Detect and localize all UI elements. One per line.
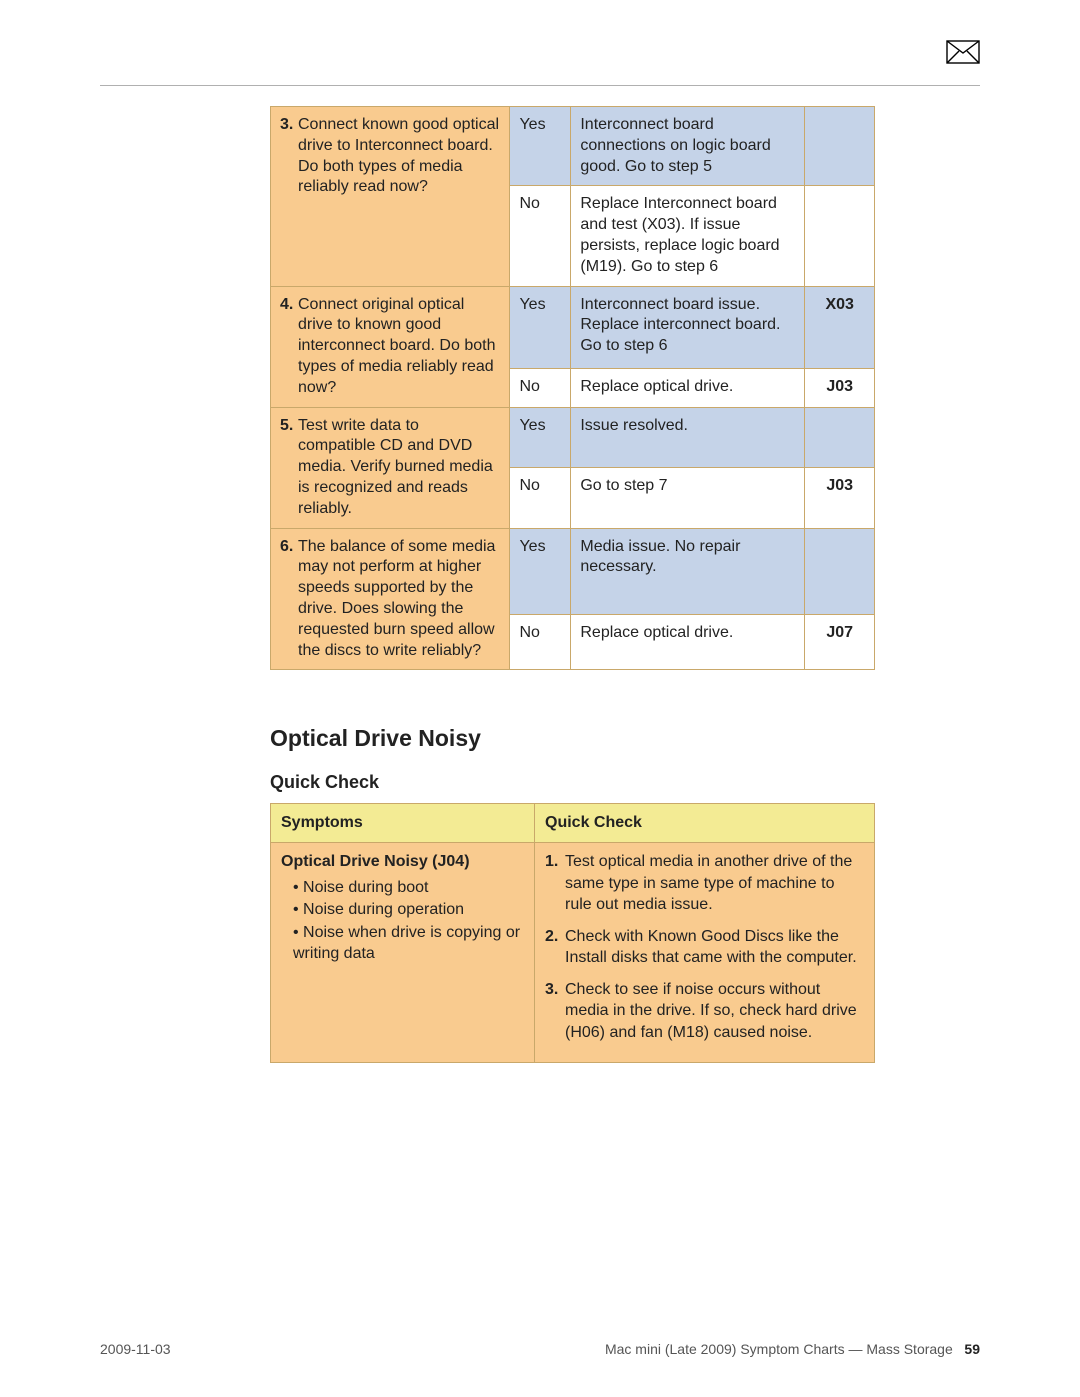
footer-page-number: 59 [964, 1341, 980, 1357]
section-subheading: Quick Check [270, 772, 980, 793]
symptoms-title: Optical Drive Noisy (J04) [281, 853, 470, 870]
list-item: 1. Test optical media in another drive o… [545, 851, 864, 916]
quickcheck-list: 1. Test optical media in another drive o… [545, 851, 864, 1044]
page-footer: 2009-11-03 Mac mini (Late 2009) Symptom … [100, 1341, 980, 1357]
code-cell: J03 [805, 368, 875, 407]
list-item: 2. Check with Known Good Discs like the … [545, 926, 864, 969]
item-number: 1. [545, 851, 558, 873]
result-cell: Yes [510, 286, 571, 368]
item-text: Test optical media in another drive of t… [565, 853, 852, 913]
action-cell: Issue resolved. [571, 407, 805, 467]
list-item: 3. Check to see if noise occurs without … [545, 979, 864, 1044]
code-cell [805, 186, 875, 286]
item-text: Check to see if noise occurs without med… [565, 981, 857, 1041]
item-number: 2. [545, 926, 558, 948]
code-cell: X03 [805, 286, 875, 368]
feedback-mail-icon[interactable] [946, 40, 980, 69]
code-cell: J03 [805, 468, 875, 529]
list-item: Noise when drive is copying or writing d… [293, 922, 524, 965]
step-cell: 3. Connect known good optical drive to I… [271, 107, 510, 287]
result-cell: Yes [510, 107, 571, 186]
step-cell: 6. The balance of some media may not per… [271, 528, 510, 670]
list-item: Noise during boot [293, 877, 524, 899]
step-number: 4. [280, 295, 298, 316]
footer-title: Mac mini (Late 2009) Symptom Charts — Ma… [605, 1341, 953, 1357]
header-quickcheck: Quick Check [535, 804, 875, 843]
footer-date: 2009-11-03 [100, 1341, 171, 1357]
step-text: Connect original optical drive to known … [280, 295, 500, 399]
footer-title-wrap: Mac mini (Late 2009) Symptom Charts — Ma… [605, 1341, 980, 1357]
symptoms-list: Noise during boot Noise during operation… [281, 877, 524, 965]
step-text: Connect known good optical drive to Inte… [280, 115, 500, 198]
action-cell: Interconnect board issue. Replace interc… [571, 286, 805, 368]
result-cell: No [510, 368, 571, 407]
header-symptoms: Symptoms [271, 804, 535, 843]
troubleshooting-table: 3. Connect known good optical drive to I… [270, 106, 875, 670]
section-heading: Optical Drive Noisy [270, 725, 980, 752]
header-rule [100, 85, 980, 86]
step-cell: 4. Connect original optical drive to kno… [271, 286, 510, 407]
action-cell: Media issue. No repair necessary. [571, 528, 805, 614]
action-cell: Replace optical drive. [571, 368, 805, 407]
table-row: 3. Connect known good optical drive to I… [271, 107, 875, 186]
quickcheck-cell: 1. Test optical media in another drive o… [535, 842, 875, 1062]
result-cell: Yes [510, 407, 571, 467]
quick-check-table: Symptoms Quick Check Optical Drive Noisy… [270, 803, 875, 1062]
table-row: 4. Connect original optical drive to kno… [271, 286, 875, 368]
item-text: Check with Known Good Discs like the Ins… [565, 928, 857, 967]
action-cell: Go to step 7 [571, 468, 805, 529]
code-cell [805, 107, 875, 186]
step-cell: 5. Test write data to compatible CD and … [271, 407, 510, 528]
code-cell [805, 528, 875, 614]
table-row: Optical Drive Noisy (J04) Noise during b… [271, 842, 875, 1062]
step-number: 6. [280, 537, 298, 558]
result-cell: No [510, 468, 571, 529]
step-number: 5. [280, 416, 298, 437]
result-cell: No [510, 186, 571, 286]
action-cell: Interconnect board connections on logic … [571, 107, 805, 186]
step-number: 3. [280, 115, 298, 136]
step-text: Test write data to compatible CD and DVD… [280, 416, 500, 520]
item-number: 3. [545, 979, 558, 1001]
list-item: Noise during operation [293, 899, 524, 921]
code-cell [805, 407, 875, 467]
action-cell: Replace Interconnect board and test (X03… [571, 186, 805, 286]
result-cell: Yes [510, 528, 571, 614]
step-text: The balance of some media may not perfor… [280, 537, 500, 662]
table-row: 5. Test write data to compatible CD and … [271, 407, 875, 467]
action-cell: Replace optical drive. [571, 614, 805, 670]
symptoms-cell: Optical Drive Noisy (J04) Noise during b… [271, 842, 535, 1062]
result-cell: No [510, 614, 571, 670]
table-row: 6. The balance of some media may not per… [271, 528, 875, 614]
code-cell: J07 [805, 614, 875, 670]
table-header-row: Symptoms Quick Check [271, 804, 875, 843]
